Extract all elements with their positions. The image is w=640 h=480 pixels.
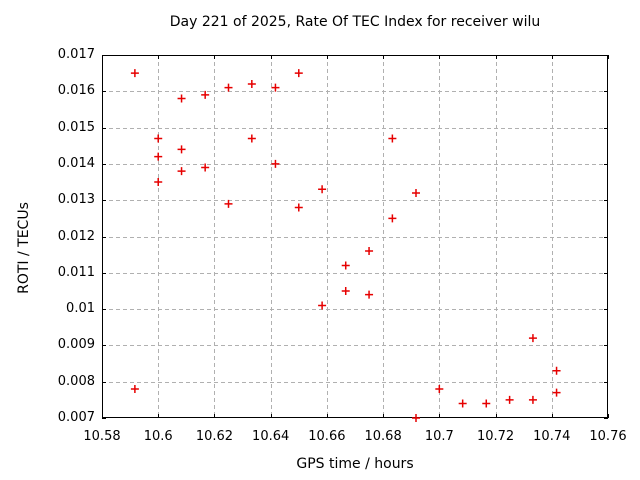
data-point (318, 301, 327, 310)
data-point (412, 188, 421, 197)
y-tick-label: 0.017 (57, 47, 95, 62)
plot-svg (102, 55, 609, 422)
data-point (528, 395, 537, 404)
y-tick-label: 0.015 (57, 119, 95, 135)
data-point (177, 145, 186, 154)
y-tick-label: 0.01 (66, 301, 95, 317)
data-point (412, 414, 421, 422)
y-tick-label: 0.014 (57, 155, 95, 171)
data-point (365, 290, 374, 299)
data-point (154, 178, 163, 187)
y-tick-label: 0.009 (57, 337, 95, 353)
x-tick-label: 10.58 (83, 429, 121, 444)
data-point (294, 203, 303, 212)
x-tick-label: 10.74 (533, 429, 571, 444)
x-tick-label: 10.7 (424, 429, 454, 444)
data-point (224, 199, 233, 208)
data-point (130, 69, 139, 78)
data-point (388, 134, 397, 143)
x-tick-label: 10.62 (195, 429, 234, 444)
data-point (341, 261, 350, 270)
chart-title: Day 221 of 2025, Rate Of TEC Index for r… (169, 14, 541, 30)
y-axis-title: ROTI / TECUs (16, 202, 32, 294)
x-tick-label: 10.68 (364, 429, 402, 444)
data-point (224, 83, 233, 92)
data-point (177, 167, 186, 176)
data-point (271, 83, 280, 92)
y-tick-label: 0.012 (57, 228, 95, 244)
data-point (201, 163, 210, 172)
data-point (294, 69, 303, 78)
y-tick-label: 0.008 (57, 373, 95, 389)
data-point (154, 152, 163, 161)
x-tick-label: 10.66 (308, 429, 346, 444)
data-point (177, 94, 186, 103)
data-point (130, 384, 139, 393)
data-point (341, 286, 350, 295)
data-point (271, 159, 280, 168)
y-tick-label: 0.016 (57, 83, 95, 99)
x-tick-label: 10.64 (252, 429, 290, 444)
data-point (154, 134, 163, 143)
plot-area (102, 55, 609, 422)
data-point (247, 80, 256, 89)
data-point (435, 384, 444, 393)
data-point (365, 247, 374, 256)
x-tick-label: 10.76 (589, 429, 627, 444)
data-point (552, 388, 561, 397)
data-point (388, 214, 397, 223)
data-point (318, 185, 327, 194)
plot-frame (102, 55, 608, 418)
y-tick-label: 0.011 (57, 264, 95, 280)
data-point (247, 134, 256, 143)
data-point (505, 395, 514, 404)
data-point (528, 334, 537, 343)
plot-svg-holder (102, 55, 609, 422)
y-tick-label: 0.007 (57, 410, 95, 425)
data-point (482, 399, 491, 408)
data-point (201, 90, 210, 99)
data-point (552, 366, 561, 375)
data-point (458, 399, 467, 408)
x-axis-title: GPS time / hours (296, 456, 414, 472)
x-tick-label: 10.72 (476, 429, 515, 444)
y-tick-label: 0.013 (57, 192, 95, 208)
x-tick-label: 10.6 (143, 429, 173, 444)
